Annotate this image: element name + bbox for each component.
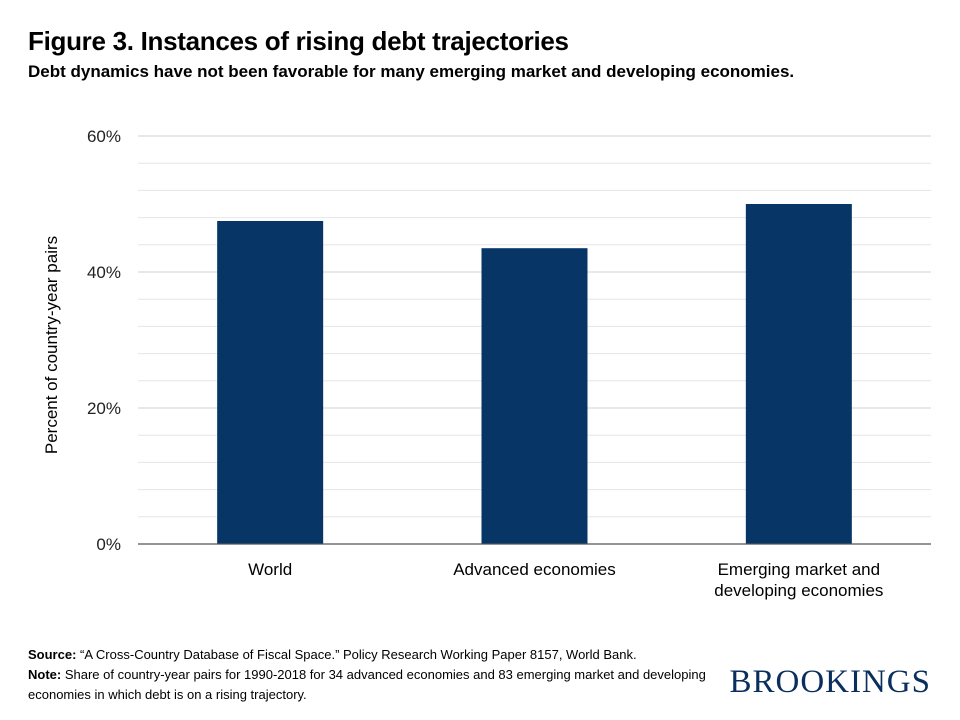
x-category-label: Advanced economies [420,559,650,580]
x-category-line: developing economies [714,581,884,600]
x-category-line: Emerging market and [717,560,881,579]
x-category-label: Emerging market and developing economies [684,559,914,601]
x-category-label: World [155,559,385,580]
brookings-logo: BROOKINGS [729,664,931,700]
x-category-line: World [248,560,293,579]
source-label: Source: [28,647,77,662]
y-tick-label: 0% [96,535,121,554]
note-label: Note: [28,667,62,682]
chart-subtitle: Debt dynamics have not been favorable fo… [28,62,795,81]
bar [217,221,324,544]
y-tick-label: 60% [87,127,121,146]
y-axis-label: Percent of country-year pairs [42,235,61,455]
y-tick-label: 40% [87,263,121,282]
bar [745,204,852,544]
y-tick-label: 20% [87,399,121,418]
bar-chart: 0% 20% 40% 60% [87,127,931,554]
note-text: Share of country-year pairs for 1990-201… [28,667,706,702]
bar [481,248,588,544]
chart-title: Figure 3. Instances of rising debt traje… [28,26,569,56]
source-note: Source: “A Cross-Country Database of Fis… [28,645,708,705]
x-category-line: Advanced economies [453,560,616,579]
source-text: “A Cross-Country Database of Fiscal Spac… [76,647,637,662]
